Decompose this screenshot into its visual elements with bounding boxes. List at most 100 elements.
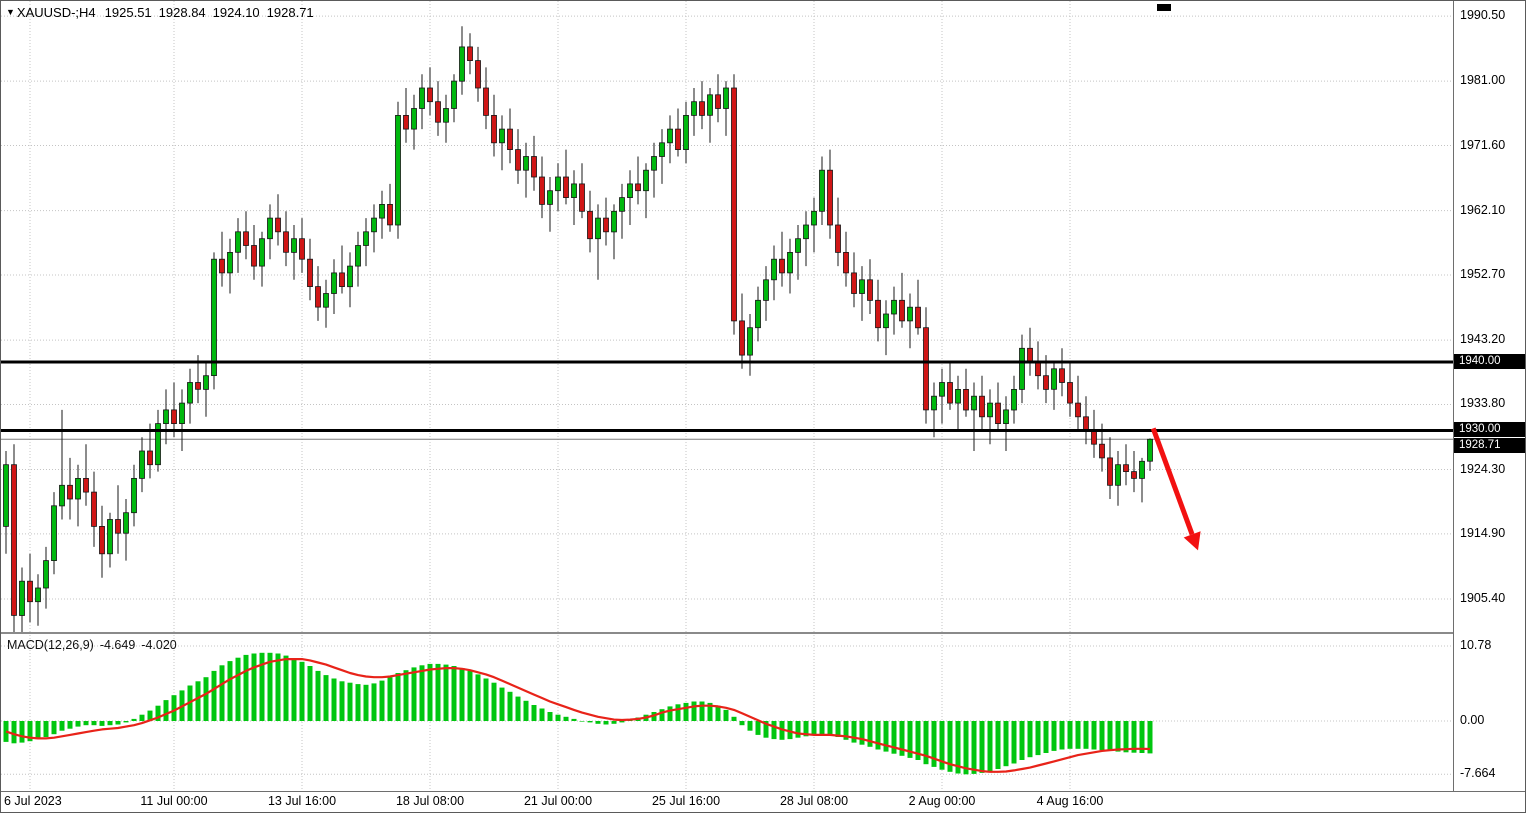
sell-arrow-line[interactable] [1150,427,1195,536]
macd-histogram-bar [147,710,153,721]
macd-histogram-bar [355,684,361,721]
macd-histogram-bar [163,700,169,721]
candle-bear [923,327,929,411]
price-tick-label: 1990.50 [1460,8,1506,22]
time-tick-label: 4 Aug 16:00 [1036,794,1104,808]
candle-bull [163,409,169,424]
candle-bull [363,231,369,246]
candle-bear [1067,382,1073,404]
candle-bear [1075,402,1081,418]
price-tick-label: 1971.60 [1460,138,1506,152]
candle-bear [1131,471,1137,479]
candle-bear [507,128,513,151]
candle-bear [467,46,473,62]
macd-histogram-bar [395,673,401,721]
candle-bear [219,258,225,274]
candle-bear [739,320,745,356]
macd-histogram-bar [1115,721,1121,752]
candle-bull [787,251,793,274]
macd-histogram-bar [907,721,913,758]
candlestick-chart-area[interactable] [1,1,1453,632]
macd-histogram-bar [811,721,817,735]
macd-histogram-bar [211,670,217,721]
chart-ohlc-readout: ▼ XAUUSD-;H4 1925.51 1928.84 1924.10 1928.71 [6,5,321,20]
macd-histogram-bar [427,663,433,721]
macd-histogram-bar [659,709,665,721]
candle-bear [339,272,345,287]
candle-bull [955,388,961,404]
macd-histogram-bar [867,721,873,747]
candle-bull [59,484,65,507]
macd-histogram-bar [259,652,265,721]
candle-bear [843,251,849,274]
macd-indicator-label: MACD(12,26,9) -4.649 -4.020 [7,638,177,652]
candle-bull [707,94,713,116]
chart-shift-marker[interactable] [1157,4,1171,11]
candle-bull [203,375,209,390]
candle-bear [299,238,305,260]
candle-bull [43,560,49,589]
macd-histogram-bar [371,683,377,721]
macd-histogram-bar [1051,721,1057,751]
level-price-label: 1940.00 [1454,354,1525,369]
candle-bear [515,149,521,171]
macd-histogram-bar [195,681,201,721]
macd-histogram-bar [819,721,825,735]
candle-bear [1091,430,1097,445]
symbol-dropdown-icon[interactable]: ▼ [6,7,15,17]
candle-bull [211,258,217,377]
macd-histogram-bar [483,678,489,721]
candle-bull [395,115,401,226]
panel-separator[interactable] [1,632,1454,635]
macd-histogram-bar [715,705,721,721]
macd-histogram-bar [251,653,257,721]
macd-histogram-bar [691,701,697,721]
macd-histogram-bar [75,721,81,727]
open-value: 1925.51 [104,5,152,20]
macd-histogram-bar [531,705,537,721]
candle-bull [291,238,297,253]
candle-bear [67,484,73,500]
macd-histogram-bar [747,721,753,731]
candle-bull [595,217,601,240]
macd-histogram-bar [571,718,577,721]
macd-main-value: -4.649 [99,638,136,652]
macd-histogram-bar [459,668,465,721]
candle-bull [811,210,817,226]
macd-indicator-area[interactable] [1,635,1453,791]
macd-histogram-bar [771,721,777,740]
macd-histogram-bar [171,695,177,721]
macd-histogram-bar [203,677,209,721]
macd-histogram-bar [1099,721,1105,751]
macd-histogram-bar [59,721,65,731]
macd-signal-line [5,658,1151,773]
macd-histogram-bar [435,663,441,721]
price-tick-label: 1933.80 [1460,396,1506,410]
macd-histogram-bar [763,721,769,738]
time-axis[interactable]: 6 Jul 2023 11 Jul 00:00 13 Jul 16:00 18 Jul… [1,792,1525,812]
time-tick-label: 13 Jul 16:00 [267,794,337,808]
low-value: 1924.10 [212,5,260,20]
macd-axis-label: 0.00 [1460,713,1485,727]
candle-bull [1011,388,1017,411]
macd-histogram-bar [787,721,793,740]
candle-bear [579,183,585,212]
time-tick-label: 2 Aug 00:00 [908,794,976,808]
candle-bear [587,210,593,240]
candle-bull [3,464,9,527]
candle-bear [315,286,321,308]
candle-bear [963,388,969,411]
macd-histogram-bar [11,721,17,744]
macd-histogram-bar [43,721,49,737]
price-tick-label: 1905.40 [1460,591,1506,605]
candle-bear [1123,464,1129,473]
sell-arrow-head[interactable] [1183,531,1201,551]
macd-histogram-bar [1035,721,1041,756]
candle-bull [1019,347,1025,390]
price-tick-label: 1962.10 [1460,203,1506,217]
candle-bear [11,464,17,616]
candle-bull [267,217,273,240]
price-axis[interactable]: 1990.50 1981.00 1971.60 1962.10 1952.70 1943.… [1454,1,1525,791]
macd-histogram-bar [299,661,305,721]
